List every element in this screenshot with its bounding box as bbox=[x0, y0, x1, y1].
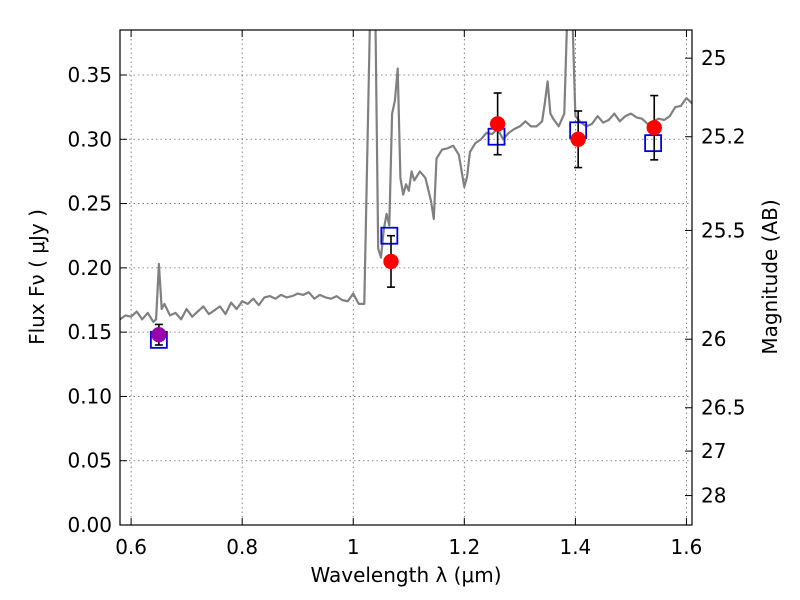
right-tick-label: 28 bbox=[701, 484, 726, 508]
right-tick-label: 25 bbox=[701, 46, 726, 70]
right-tick-label: 27 bbox=[701, 439, 726, 463]
y-tick-label: 0.10 bbox=[67, 384, 112, 408]
x-tick-label: 1.2 bbox=[448, 535, 480, 559]
grid-lines bbox=[120, 30, 692, 526]
right-tick-label: 25.5 bbox=[701, 218, 746, 242]
model-square-marker bbox=[380, 226, 399, 245]
observed-flux-point bbox=[646, 119, 662, 136]
data-layer bbox=[120, 30, 692, 349]
y-tick-label: 0.15 bbox=[67, 320, 112, 344]
y-tick-label: 0.30 bbox=[67, 127, 112, 151]
y-tick-label: 0.05 bbox=[67, 449, 112, 473]
observed-flux-point bbox=[570, 131, 586, 148]
observed-flux-point bbox=[489, 116, 506, 132]
y-tick-label: 0.25 bbox=[67, 192, 112, 216]
y-tick-label: 0.20 bbox=[67, 256, 112, 280]
x-tick-label: 1 bbox=[347, 535, 360, 559]
x-tick-label: 0.8 bbox=[226, 535, 258, 559]
y-tick-label: 0.35 bbox=[67, 63, 112, 87]
x-tick-label: 0.6 bbox=[115, 535, 147, 559]
right-tick-label: 26.5 bbox=[701, 396, 746, 420]
observed-flux-point bbox=[383, 253, 399, 270]
x-axis-label: Wavelength λ (μm) bbox=[310, 563, 501, 587]
right-tick-label: 26 bbox=[701, 327, 726, 351]
x-tick-label: 1.6 bbox=[671, 535, 703, 559]
right-tick-label: 25.2 bbox=[701, 125, 746, 149]
plot-frame bbox=[119, 29, 693, 526]
right-axis-label: Magnitude (AB) bbox=[758, 199, 782, 354]
axes: 0.6 0.8 1 1.2 1.4 1.6 0.00 0.05 0.10 0.15 0.20 0.25… bbox=[67, 30, 746, 559]
observed-flux-point bbox=[151, 326, 167, 343]
model-square-marker bbox=[644, 134, 663, 153]
y-tick-label: 0.00 bbox=[67, 513, 112, 537]
x-tick-label: 1.4 bbox=[559, 535, 591, 559]
y-axis-label: Flux Fν ( μJy ) bbox=[25, 209, 49, 345]
spectrum-line bbox=[120, 30, 692, 323]
